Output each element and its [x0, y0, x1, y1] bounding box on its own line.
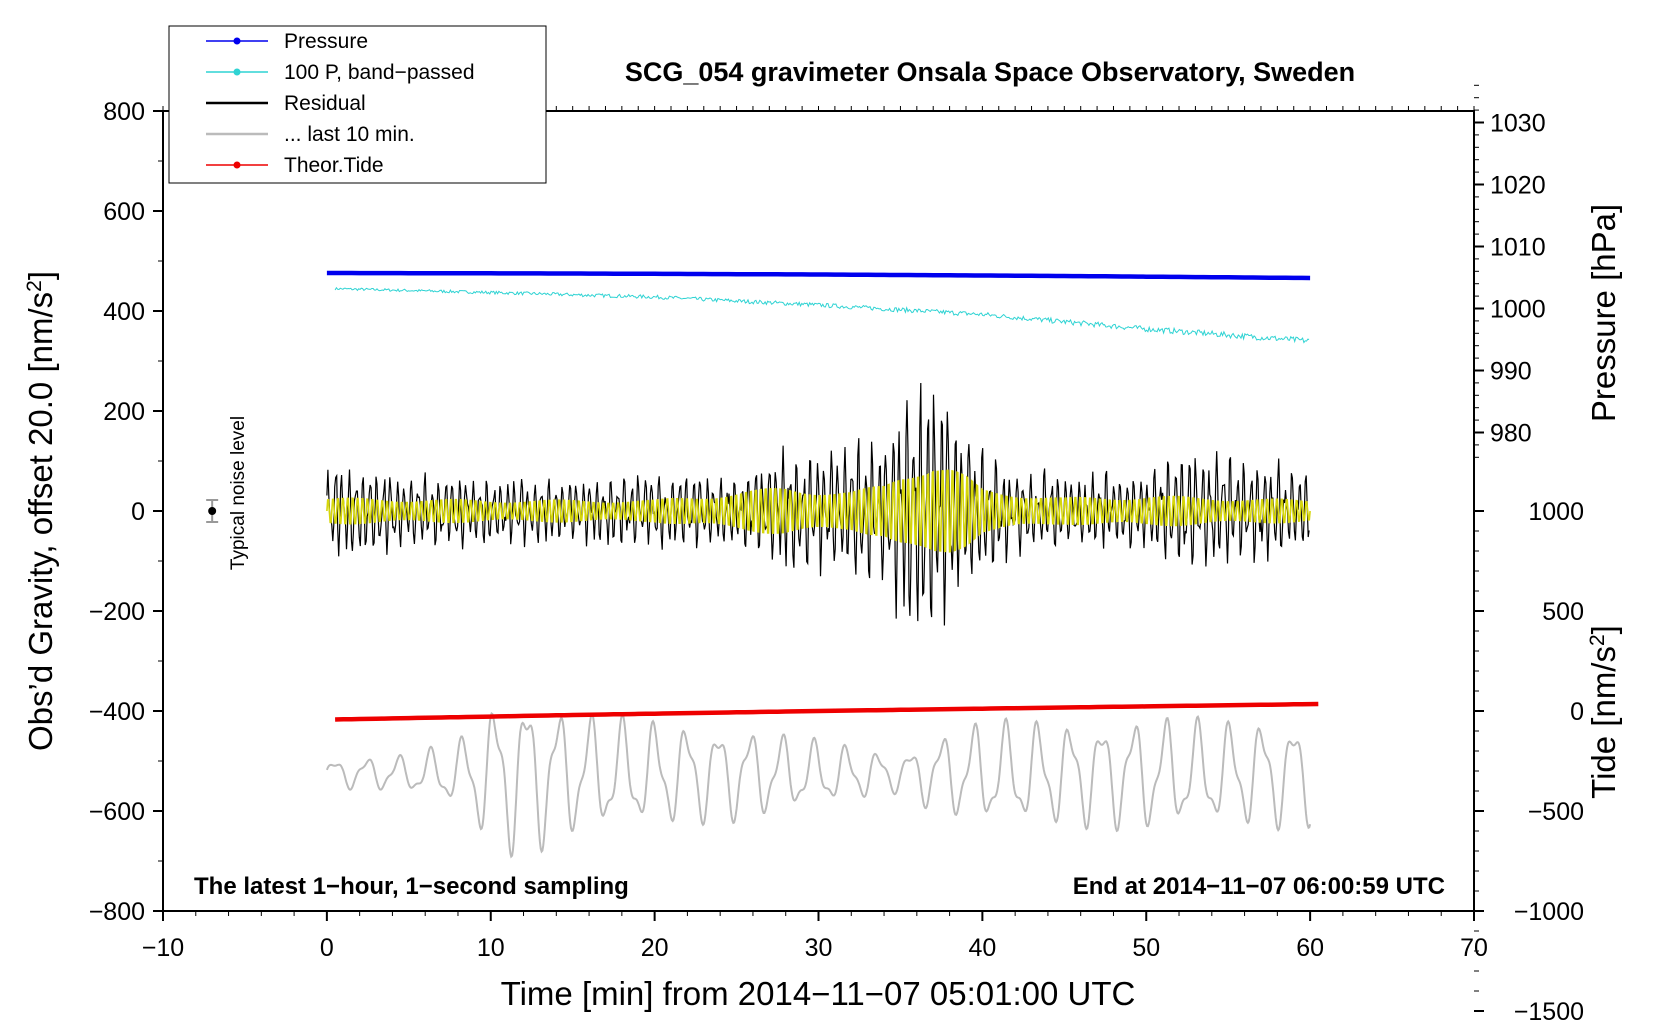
- series-residual-filtered: [326, 469, 1311, 553]
- y-tick-label: 600: [103, 198, 145, 226]
- y-tick-label: −800: [89, 898, 145, 926]
- tide-tick-label: 1000: [1528, 498, 1584, 526]
- pressure-axis-title: Pressure [hPa]: [1585, 204, 1622, 422]
- chart-title: SCG_054 gravimeter Onsala Space Observat…: [625, 57, 1355, 87]
- legend-label: 100 P, band−passed: [284, 61, 475, 84]
- tide-tick-label: −1500: [1514, 998, 1584, 1020]
- legend-label: Residual: [284, 92, 366, 115]
- series-pressure-bandpassed: [334, 286, 1310, 344]
- legend-box: [168, 25, 547, 184]
- legend-items: Pressure 100 P, band−passed Residual ... la…: [206, 30, 475, 177]
- legend-marker: [233, 68, 241, 76]
- y-tick-label: 200: [103, 398, 145, 426]
- legend-label: Theor.Tide: [284, 154, 384, 177]
- tide-axis-title-main: Tide [nm/s: [1585, 646, 1622, 799]
- x-tick-label: 40: [968, 934, 996, 962]
- legend: Pressure 100 P, band−passed Residual ... la…: [168, 25, 547, 184]
- series-theoretical-tide: [335, 701, 1319, 722]
- y-axis-title-main: Obs’d Gravity, offset 20.0 [nm/s: [22, 292, 59, 751]
- tide-tick-label: 500: [1542, 598, 1584, 626]
- pressure-tick-label: 990: [1490, 358, 1532, 386]
- end-time-note: End at 2014−11−07 06:00:59 UTC: [1073, 873, 1445, 900]
- legend-label: ... last 10 min.: [284, 123, 415, 146]
- x-tick-label: 60: [1296, 934, 1324, 962]
- x-tick-label: 10: [477, 934, 505, 962]
- axes-layer: −10 0 10 20 30 40 50 60 70−800−600−400−200020040…: [89, 84, 1584, 1020]
- tide-axis-title-end: ]: [1585, 625, 1622, 634]
- x-tick-label: 30: [805, 934, 833, 962]
- x-tick-label: −10: [142, 934, 184, 962]
- y-tick-label: 400: [103, 298, 145, 326]
- legend-label: Pressure: [284, 30, 368, 53]
- x-tick-label: 70: [1460, 934, 1488, 962]
- x-tick-label: 20: [641, 934, 669, 962]
- tide-axis-title: Tide [nm/s2]: [1585, 625, 1622, 799]
- pressure-tick-label: 1000: [1490, 296, 1546, 324]
- pressure-tick-label: 1010: [1490, 234, 1546, 262]
- noise-label: Typical noise level: [228, 416, 249, 570]
- tide-tick-label: −1000: [1514, 898, 1584, 926]
- y-axis-title-sup: 2: [23, 280, 46, 292]
- legend-marker: [233, 37, 241, 45]
- pressure-tick-label: 980: [1490, 420, 1532, 448]
- y-tick-label: −200: [89, 598, 145, 626]
- y-axis-title-end: ]: [22, 271, 59, 280]
- x-tick-label: 50: [1132, 934, 1160, 962]
- legend-marker: [233, 161, 241, 169]
- y-axis-title: Obs’d Gravity, offset 20.0 [nm/s2]: [22, 271, 59, 751]
- x-axis-title: Time [min] from 2014−11−07 05:01:00 UTC: [501, 975, 1136, 1012]
- sampling-note: The latest 1−hour, 1−second sampling: [194, 873, 629, 900]
- y-tick-label: 0: [131, 498, 145, 526]
- x-tick-label: 0: [320, 934, 334, 962]
- pressure-tick-label: 1020: [1490, 172, 1546, 200]
- series-layer: [325, 270, 1319, 859]
- y-tick-label: 800: [103, 98, 145, 126]
- noise-indicator: Typical noise level: [206, 416, 249, 570]
- tide-tick-label: −500: [1528, 798, 1584, 826]
- noise-dot: [208, 507, 217, 515]
- pressure-tick-label: 1030: [1490, 110, 1546, 138]
- y-tick-label: −400: [89, 698, 145, 726]
- y-tick-label: −600: [89, 798, 145, 826]
- series-pressure: [326, 270, 1311, 281]
- tide-axis-title-sup: 2: [1586, 634, 1609, 646]
- tide-tick-label: 0: [1570, 698, 1584, 726]
